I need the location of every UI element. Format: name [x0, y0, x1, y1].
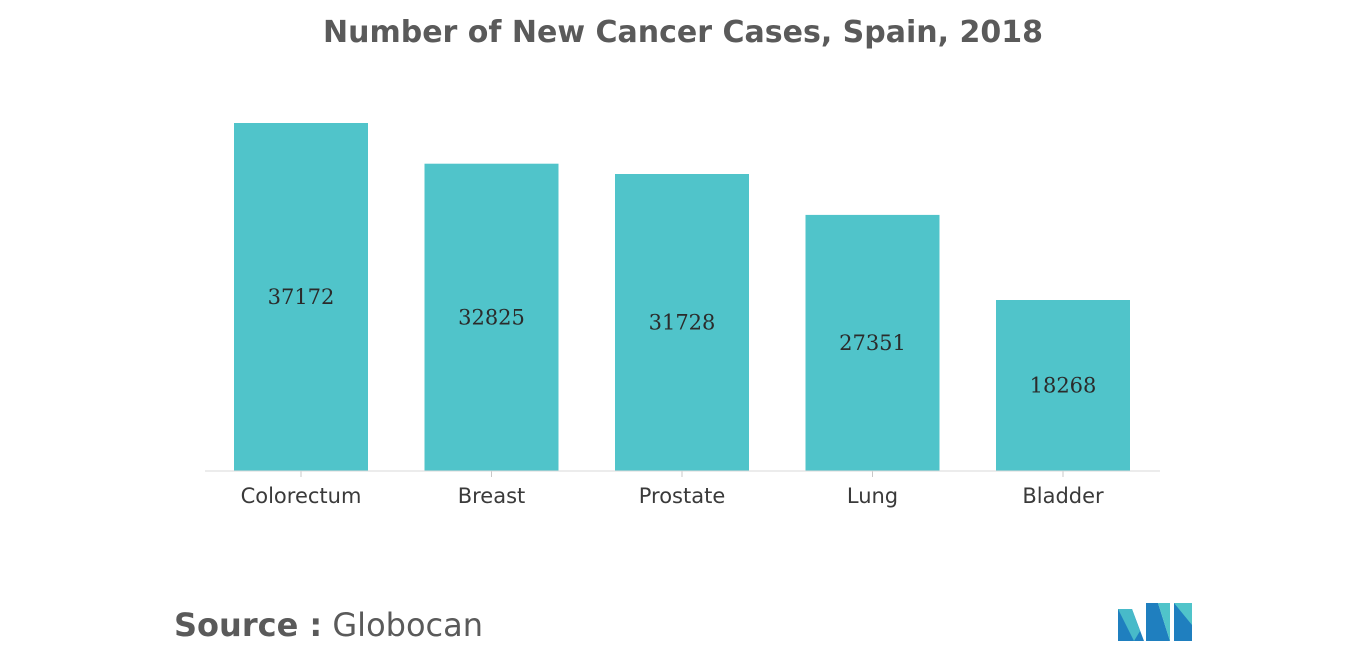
value-label-bladder: 18268	[1030, 374, 1097, 398]
value-label-prostate: 31728	[649, 311, 716, 335]
bar-colorectum	[234, 123, 368, 471]
source-prefix: Source :	[174, 606, 323, 644]
value-label-breast: 32825	[458, 305, 525, 329]
x-tick-label-breast: Breast	[458, 484, 526, 508]
value-label-colorectum: 37172	[268, 285, 335, 309]
chart-title: Number of New Cancer Cases, Spain, 2018	[323, 15, 1043, 50]
bar-breast	[424, 163, 559, 471]
x-tick-label-lung: Lung	[847, 484, 898, 508]
bar-bladder	[996, 300, 1130, 471]
x-tick-label-prostate: Prostate	[639, 484, 726, 508]
x-tick-label-bladder: Bladder	[1022, 484, 1104, 508]
bar-lung	[805, 214, 940, 471]
bar-prostate	[615, 174, 749, 471]
bar-chart: Number of New Cancer Cases, Spain, 2018 …	[205, 15, 1160, 508]
value-label-lung: 27351	[839, 331, 906, 355]
source-name: Globocan	[332, 606, 484, 644]
source-note: Source : Globocan	[174, 606, 483, 644]
mordor-intelligence-logo-icon	[1118, 603, 1192, 641]
bars-layer: 37172 Colorectum 32825 Breast 31728 Prostate 2…	[234, 123, 1130, 508]
x-tick-label-colorectum: Colorectum	[241, 484, 362, 508]
